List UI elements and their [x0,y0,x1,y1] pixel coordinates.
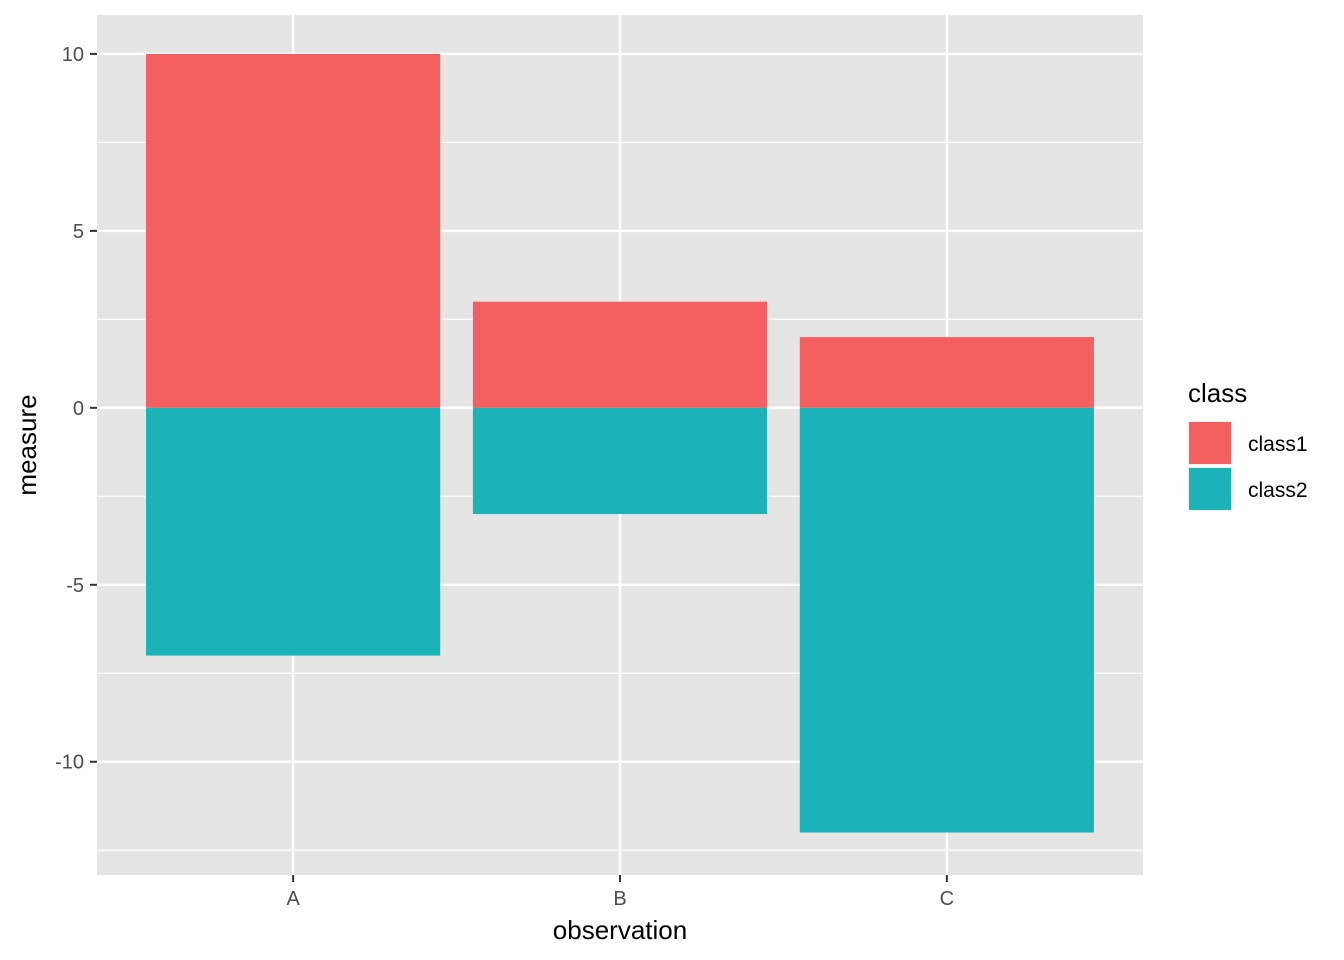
x-axis: A B C [286,875,954,910]
bar-class2-A [146,407,441,656]
y-tick-label: 5 [73,221,84,243]
bar-class1-B [472,301,768,408]
y-axis: 10 5 0 -5 -10 [55,44,97,774]
y-tick-label: 10 [62,44,84,66]
legend-swatch-class2 [1189,468,1231,510]
y-tick-label: 0 [73,398,84,420]
y-tick-label: -10 [55,752,84,774]
bar-class2-B [472,407,768,515]
legend-label-class2: class2 [1248,479,1308,502]
y-tick-label: -5 [66,575,84,597]
x-tick-label: C [940,888,954,910]
bar-class2-C [799,407,1094,833]
bars [146,53,1094,833]
bar-class1-A [146,53,441,408]
bar-class1-C [799,337,1094,408]
legend-swatch-class1 [1189,422,1231,464]
x-axis-title: observation [553,915,687,945]
legend-title: class [1188,378,1247,408]
y-axis-title: measure [12,394,42,495]
x-tick-label: A [286,888,300,910]
x-tick-label: B [613,888,626,910]
legend: class class1 class2 [1188,378,1308,511]
legend-label-class1: class1 [1248,433,1308,456]
